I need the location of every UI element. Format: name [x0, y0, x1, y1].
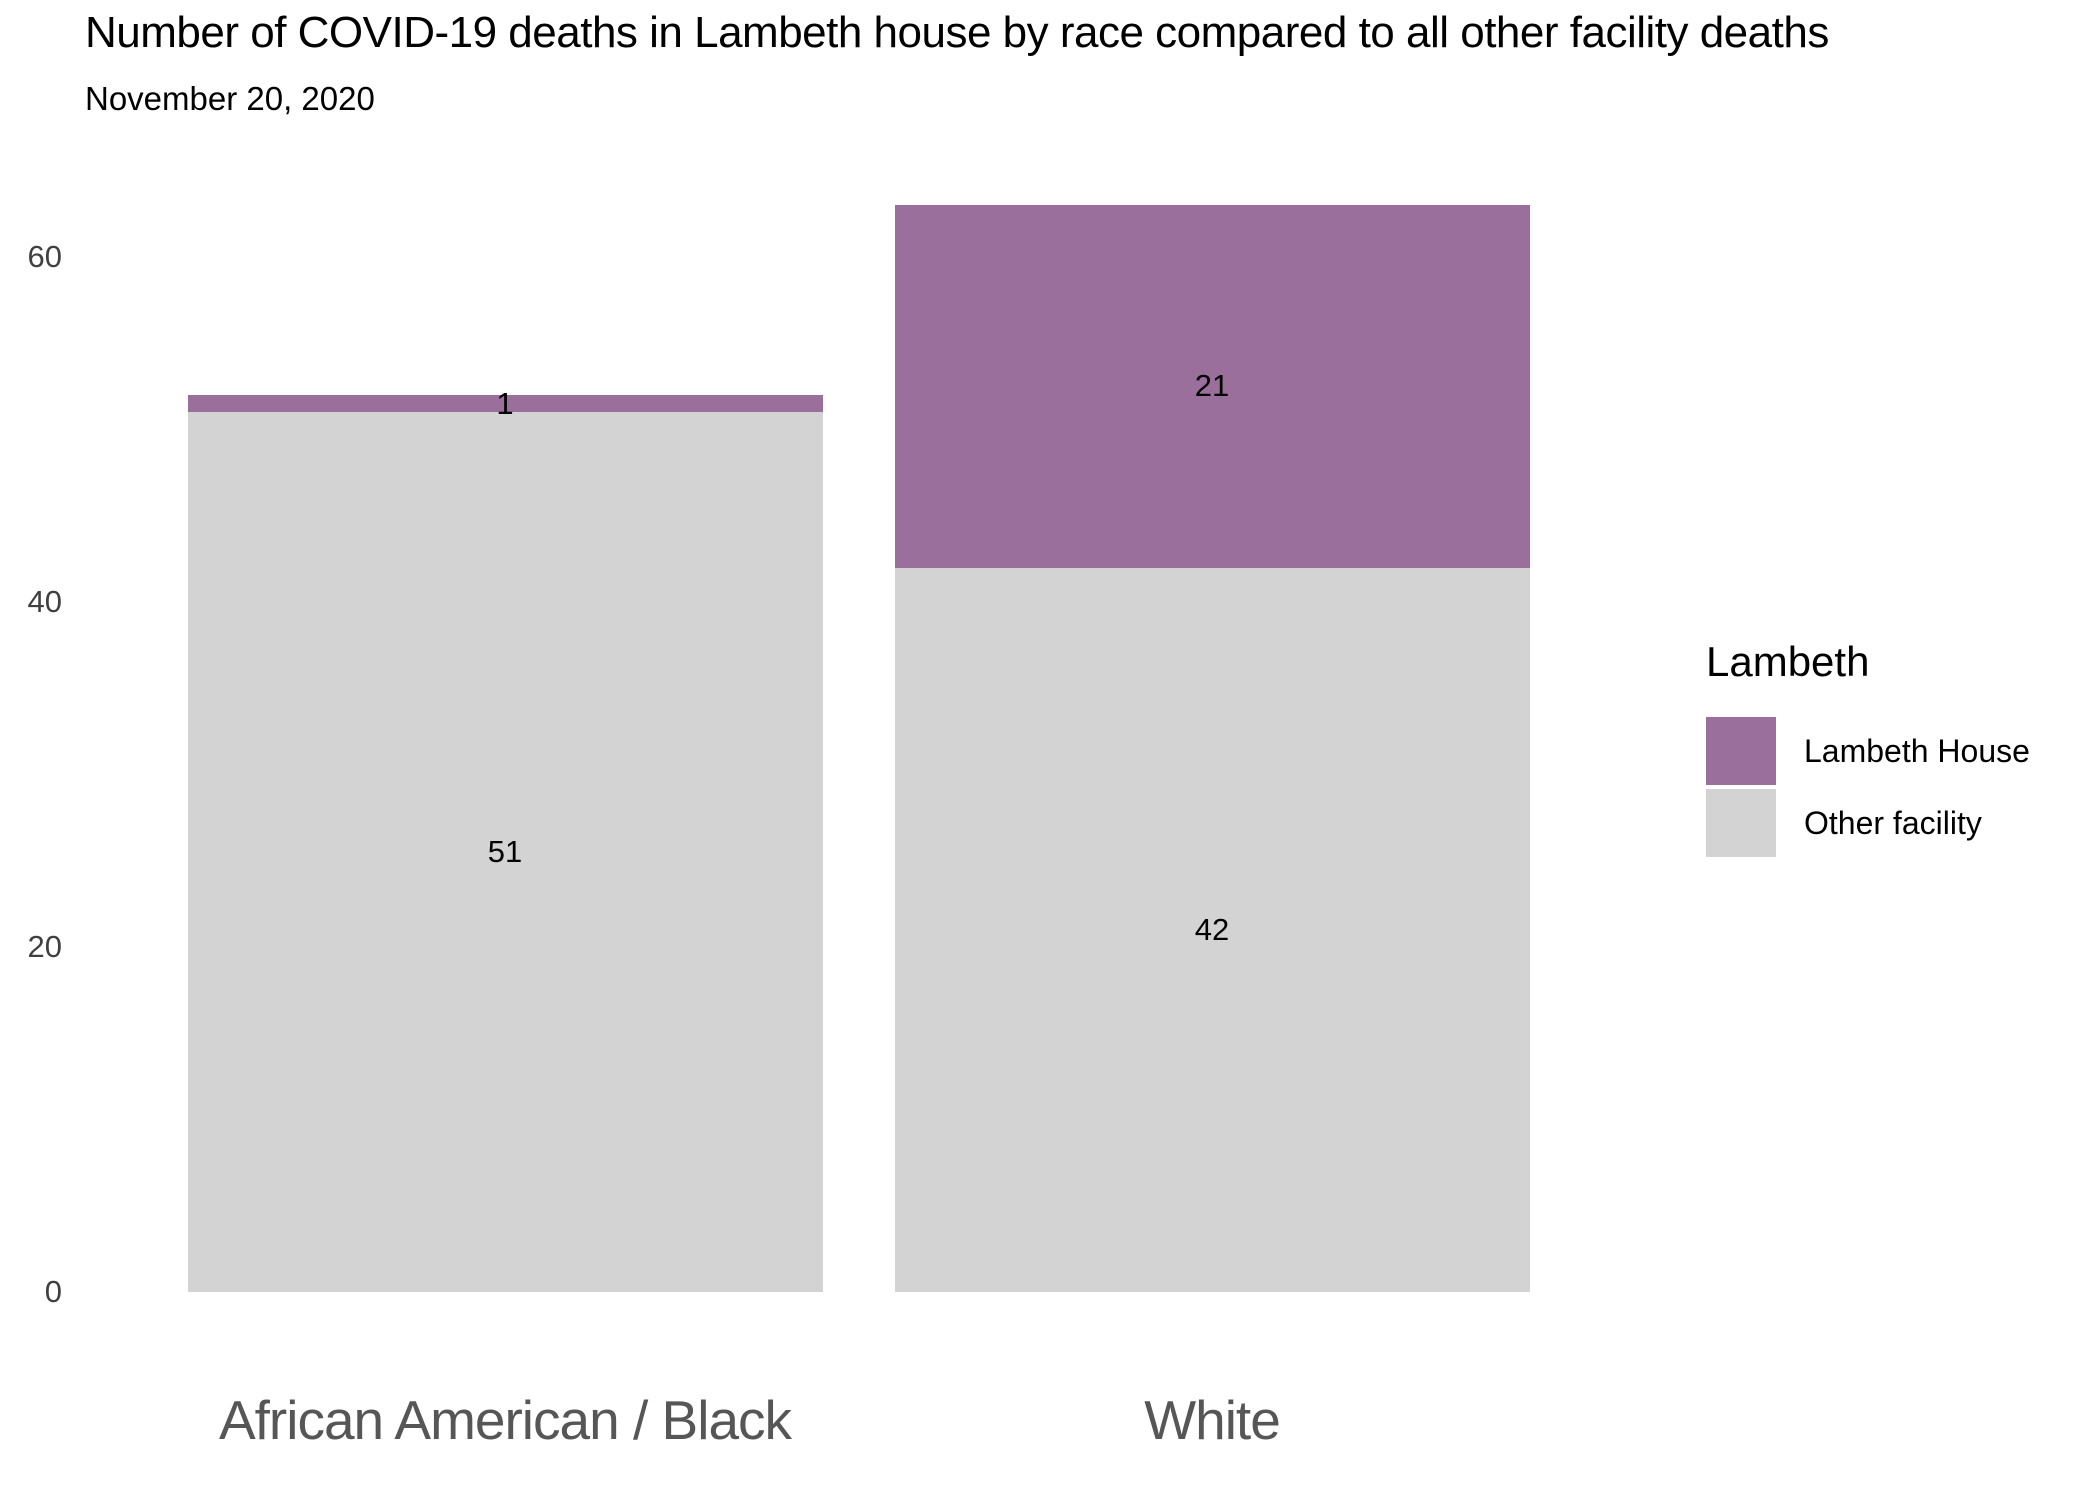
legend-label-other-facility: Other facility — [1804, 804, 1982, 841]
bar-segment-white-lambeth-house — [894, 205, 1530, 568]
x-axis-label-african-american-black: African American / Black — [218, 1389, 792, 1451]
chart-title: Number of COVID-19 deaths in Lambeth hou… — [85, 8, 1829, 57]
bar-segment-african-american-black-lambeth-house — [187, 395, 823, 413]
x-axis-label-white: White — [1144, 1389, 1281, 1451]
y-tick-label-40: 40 — [27, 584, 62, 619]
bar-value-label-white-lambeth-house: 21 — [1194, 368, 1230, 404]
legend-item-lambeth-house: Lambeth House — [1706, 717, 2030, 785]
bar-value-label-african-american-black-lambeth-house: 1 — [496, 385, 514, 421]
bar-segment-african-american-black-other-facility — [187, 412, 823, 1292]
legend-swatch-other-facility — [1706, 789, 1776, 857]
legend-label-lambeth-house: Lambeth House — [1804, 732, 2030, 769]
y-tick-label-60: 60 — [27, 239, 62, 274]
y-tick-label-20: 20 — [27, 929, 62, 964]
legend-item-other-facility: Other facility — [1706, 789, 1982, 857]
legend-swatch-lambeth-house — [1706, 717, 1776, 785]
legend-title: Lambeth — [1706, 638, 1870, 685]
bar-segment-white-other-facility — [894, 567, 1530, 1292]
y-tick-label-0: 0 — [44, 1274, 62, 1309]
chart-subtitle: November 20, 2020 — [85, 80, 375, 117]
bar-value-label-african-american-black-other-facility: 51 — [487, 834, 523, 870]
bar-value-label-white-other-facility: 42 — [1194, 911, 1230, 947]
